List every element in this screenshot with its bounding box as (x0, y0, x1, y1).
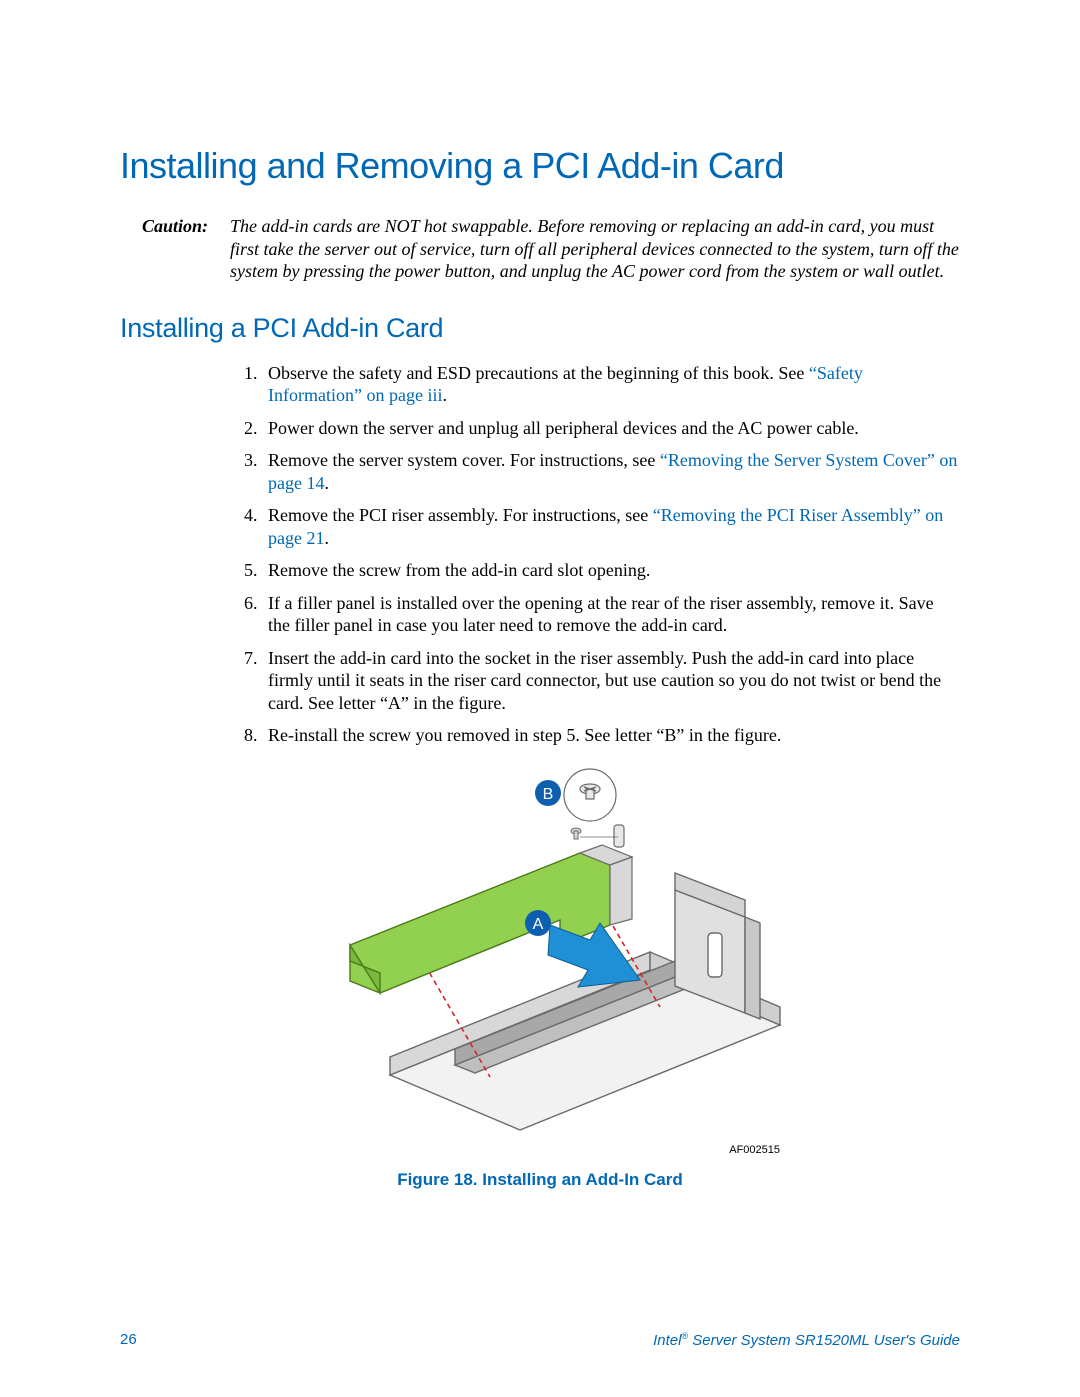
step-text: If a filler panel is installed over the … (268, 593, 934, 636)
step-item: Power down the server and unplug all per… (262, 417, 960, 440)
figure-ref: AF002515 (120, 1144, 780, 1156)
caution-text: The add-in cards are NOT hot swappable. … (230, 215, 960, 283)
step-item: Remove the PCI riser assembly. For instr… (262, 504, 960, 549)
step-text-post: . (324, 528, 329, 548)
page-number: 26 (120, 1331, 137, 1349)
section-heading: Installing a PCI Add-in Card (120, 313, 960, 344)
step-text: Re-install the screw you removed in step… (268, 725, 781, 745)
step-item: Remove the server system cover. For inst… (262, 449, 960, 494)
step-item: Observe the safety and ESD precautions a… (262, 362, 960, 407)
page: Installing and Removing a PCI Add-in Car… (0, 0, 1080, 1397)
step-item: Re-install the screw you removed in step… (262, 724, 960, 747)
step-item: If a filler panel is installed over the … (262, 592, 960, 637)
callout-a: A (533, 916, 544, 933)
step-text-post: . (324, 473, 329, 493)
step-text: Insert the add-in card into the socket i… (268, 648, 941, 713)
step-text: Remove the PCI riser assembly. For instr… (268, 505, 653, 525)
page-heading: Installing and Removing a PCI Add-in Car… (120, 145, 960, 187)
caution-block: Caution: The add-in cards are NOT hot sw… (142, 215, 960, 283)
step-text: Remove the server system cover. For inst… (268, 450, 660, 470)
step-text: Remove the screw from the add-in card sl… (268, 560, 650, 580)
page-footer: 26 Intel® Server System SR1520ML User's … (120, 1331, 960, 1349)
step-text-post: . (442, 385, 447, 405)
step-item: Insert the add-in card into the socket i… (262, 647, 960, 715)
steps-list: Observe the safety and ESD precautions a… (230, 362, 960, 747)
caution-label: Caution: (142, 215, 230, 283)
callout-b: B (543, 786, 554, 803)
doc-title: Intel® Server System SR1520ML User's Gui… (653, 1331, 960, 1349)
step-text: Power down the server and unplug all per… (268, 418, 859, 438)
step-text: Observe the safety and ESD precautions a… (268, 363, 809, 383)
figure: A B AF002515 Figure 18. Installing an Ad… (120, 765, 960, 1190)
figure-caption: Figure 18. Installing an Add-In Card (120, 1170, 960, 1190)
step-item: Remove the screw from the add-in card sl… (262, 559, 960, 582)
figure-svg: A B (280, 765, 800, 1135)
